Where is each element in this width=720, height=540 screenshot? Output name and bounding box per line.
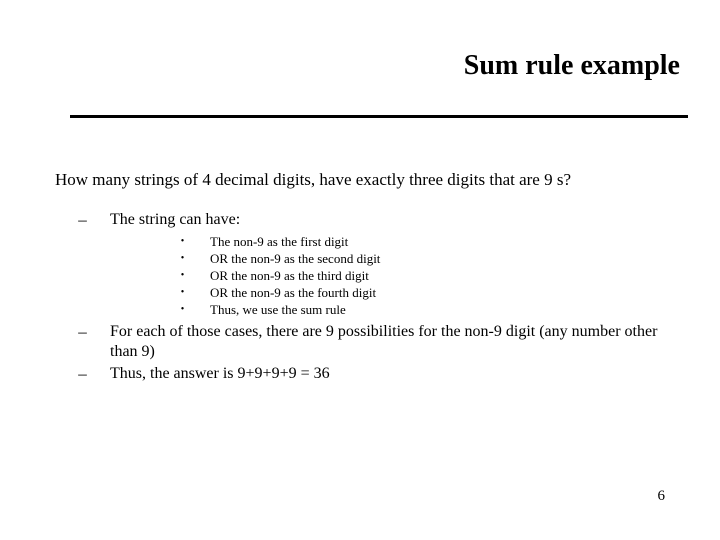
list-item-text: For each of those cases, there are 9 pos…	[110, 322, 675, 362]
list-item-text: OR the non-9 as the fourth digit	[210, 285, 376, 301]
horizontal-rule	[70, 115, 688, 118]
bullet-icon: •	[155, 234, 210, 250]
dash-icon: –	[55, 364, 110, 384]
list-item: • OR the non-9 as the third digit	[155, 268, 675, 284]
list-item-text: OR the non-9 as the third digit	[210, 268, 369, 284]
list-item: – Thus, the answer is 9+9+9+9 = 36	[55, 364, 675, 384]
content-area: – The string can have: • The non-9 as th…	[55, 210, 675, 386]
question-text: How many strings of 4 decimal digits, ha…	[55, 170, 675, 190]
list-item-text: Thus, we use the sum rule	[210, 302, 346, 318]
list-item-text: The string can have:	[110, 210, 240, 230]
list-item: – For each of those cases, there are 9 p…	[55, 322, 675, 362]
bullet-icon: •	[155, 268, 210, 284]
list-item-text: Thus, the answer is 9+9+9+9 = 36	[110, 364, 330, 384]
list-item: • OR the non-9 as the fourth digit	[155, 285, 675, 301]
dash-icon: –	[55, 210, 110, 230]
sub-bullet-list: • The non-9 as the first digit • OR the …	[155, 234, 675, 318]
slide: Sum rule example How many strings of 4 d…	[0, 0, 720, 540]
dash-icon: –	[55, 322, 110, 362]
list-item-text: The non-9 as the first digit	[210, 234, 348, 250]
list-item: – The string can have:	[55, 210, 675, 230]
list-item: • Thus, we use the sum rule	[155, 302, 675, 318]
page-number: 6	[658, 488, 666, 505]
bullet-icon: •	[155, 302, 210, 318]
bullet-icon: •	[155, 251, 210, 267]
list-item-text: OR the non-9 as the second digit	[210, 251, 380, 267]
bullet-icon: •	[155, 285, 210, 301]
slide-title: Sum rule example	[464, 50, 680, 82]
list-item: • OR the non-9 as the second digit	[155, 251, 675, 267]
list-item: • The non-9 as the first digit	[155, 234, 675, 250]
